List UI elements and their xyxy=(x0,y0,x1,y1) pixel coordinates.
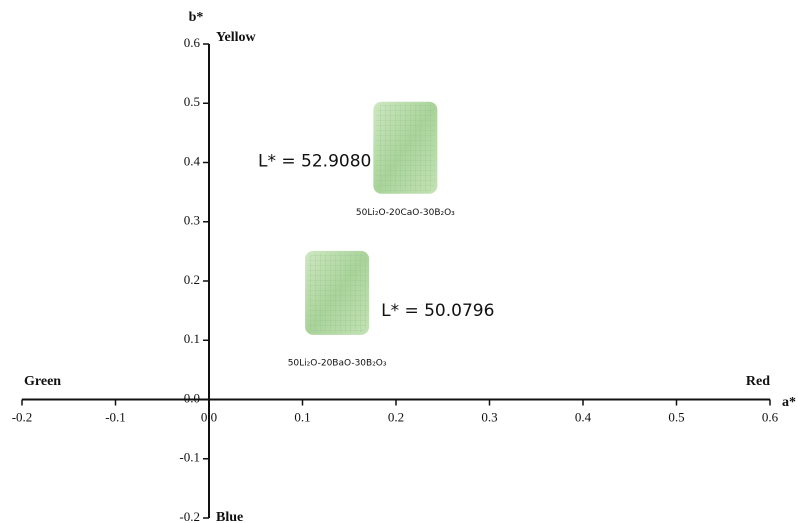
x-tick-label: -0.1 xyxy=(105,409,126,424)
sample-annotation: L* = 50.0796 xyxy=(381,301,494,321)
x-tick-label: 0.2 xyxy=(388,409,404,424)
x-tick-label: 0.1 xyxy=(294,409,310,424)
x-tick-label: 0.4 xyxy=(575,409,592,424)
swatch-grid xyxy=(308,254,366,332)
chart: b* a* Green Red Yellow Blue -0.2-0.10.00… xyxy=(0,0,798,523)
y-axis-label: b* xyxy=(189,10,204,25)
sample-name: 50Li₂O-20BaO-30B₂O₃ xyxy=(288,358,387,368)
y-tick-label: 0.0 xyxy=(184,390,200,405)
x-tick-label: -0.2 xyxy=(12,409,33,424)
y-tick-label: -0.1 xyxy=(179,450,200,465)
x-tick-label: 0.5 xyxy=(668,409,684,424)
right-label: Red xyxy=(746,374,770,389)
y-tick-label: 0.4 xyxy=(184,153,201,168)
sample-name: 50Li₂O-20CaO-30B₂O₃ xyxy=(356,208,455,218)
y-tick-label: 0.2 xyxy=(184,272,200,287)
y-tick-label: 0.6 xyxy=(184,35,201,50)
top-label: Yellow xyxy=(216,30,257,45)
y-tick-label: 0.3 xyxy=(184,213,200,228)
y-tick-label: 0.1 xyxy=(184,331,200,346)
sample-annotation: L* = 52.9080 xyxy=(258,152,371,172)
x-tick-label: 0.0 xyxy=(201,409,217,424)
y-tick-label: -0.2 xyxy=(179,509,200,523)
swatch-grid xyxy=(376,105,434,191)
x-tick-label: 0.6 xyxy=(762,409,779,424)
left-label: Green xyxy=(24,374,61,389)
y-tick-label: 0.5 xyxy=(184,94,200,109)
x-axis-label: a* xyxy=(782,395,796,410)
x-tick-label: 0.3 xyxy=(481,409,497,424)
bottom-label: Blue xyxy=(216,510,243,523)
